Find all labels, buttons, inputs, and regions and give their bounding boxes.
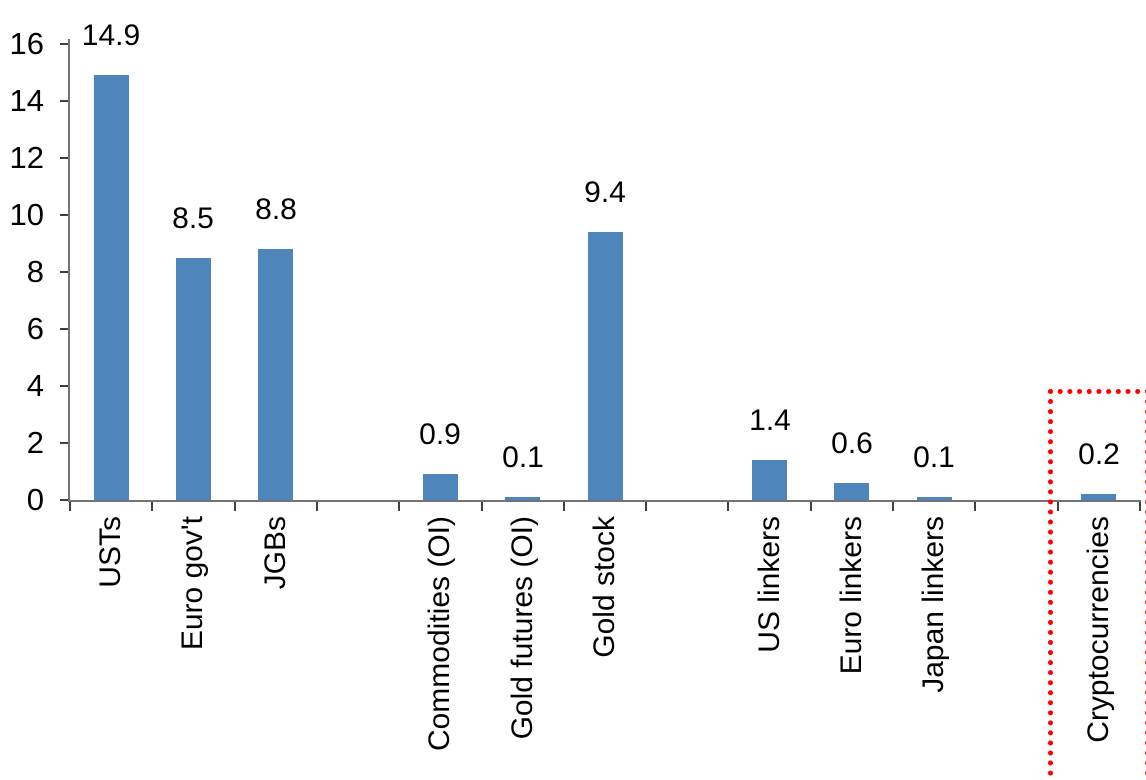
- x-axis-tick: [892, 502, 894, 511]
- x-axis-tick: [316, 502, 318, 511]
- bar: [94, 75, 129, 500]
- category-label: US linkers: [753, 516, 786, 653]
- y-axis-tick: [60, 43, 68, 45]
- x-axis-tick: [1057, 502, 1059, 511]
- x-axis-tick: [398, 502, 400, 511]
- y-axis-tick: [60, 385, 68, 387]
- y-axis-tick: [60, 214, 68, 216]
- bar: [752, 460, 787, 500]
- x-axis-tick: [974, 502, 976, 511]
- x-axis-tick: [1139, 502, 1141, 511]
- bar: [505, 497, 540, 500]
- category-label: Gold stock: [588, 516, 621, 658]
- y-axis-tick: [60, 100, 68, 102]
- y-axis-tick-label: 2: [26, 425, 44, 460]
- y-axis-tick-label: 14: [9, 83, 44, 118]
- bar-value-label: 8.8: [255, 193, 297, 226]
- y-axis-tick: [60, 499, 68, 501]
- x-axis-tick: [234, 502, 236, 511]
- bar-value-label: 0.2: [1078, 438, 1120, 471]
- bar-value-label: 0.6: [831, 427, 873, 460]
- x-axis-tick: [151, 502, 153, 511]
- bar-value-label: 0.1: [502, 441, 544, 474]
- y-axis-tick-label: 8: [26, 254, 44, 289]
- y-axis-tick-label: 4: [26, 368, 44, 403]
- bar-value-label: 9.4: [584, 176, 626, 209]
- y-axis-tick: [60, 442, 68, 444]
- y-axis-tick: [60, 157, 68, 159]
- x-axis-tick: [563, 502, 565, 511]
- bar-value-label: 8.5: [172, 202, 214, 235]
- bar-value-label: 0.9: [419, 418, 461, 451]
- y-axis-tick-label: 12: [9, 140, 44, 175]
- bar: [1081, 494, 1116, 500]
- bar-value-label: 1.4: [749, 404, 791, 437]
- y-axis-tick-label: 16: [9, 26, 44, 61]
- y-axis-line: [68, 39, 70, 502]
- category-label: Euro linkers: [835, 516, 868, 675]
- y-axis-tick-label: 6: [26, 311, 44, 346]
- highlight-dotted-box: [1048, 389, 1146, 780]
- bar-value-label: 0.1: [913, 441, 955, 474]
- category-label: USTs: [94, 516, 127, 588]
- category-label: Gold futures (OI): [506, 516, 539, 740]
- y-axis-tick: [60, 328, 68, 330]
- bar: [258, 249, 293, 500]
- bar: [423, 474, 458, 500]
- x-axis-tick: [810, 502, 812, 511]
- category-label: JGBs: [259, 516, 292, 590]
- category-label: Euro gov't: [176, 516, 209, 651]
- x-axis-tick: [645, 502, 647, 511]
- y-axis-tick-label: 10: [9, 197, 44, 232]
- bar: [917, 497, 952, 500]
- x-axis-tick: [69, 502, 71, 511]
- y-axis-tick-label: 0: [26, 482, 44, 517]
- category-label: Japan linkers: [917, 516, 950, 693]
- bar-value-label: 14.9: [81, 19, 141, 52]
- category-label: Commodities (OI): [423, 516, 456, 752]
- y-axis-tick: [60, 271, 68, 273]
- x-axis-line: [68, 500, 1141, 502]
- bar: [834, 483, 869, 500]
- x-axis-tick: [727, 502, 729, 511]
- bar: [588, 232, 623, 500]
- bar: [176, 258, 211, 500]
- x-axis-tick: [481, 502, 483, 511]
